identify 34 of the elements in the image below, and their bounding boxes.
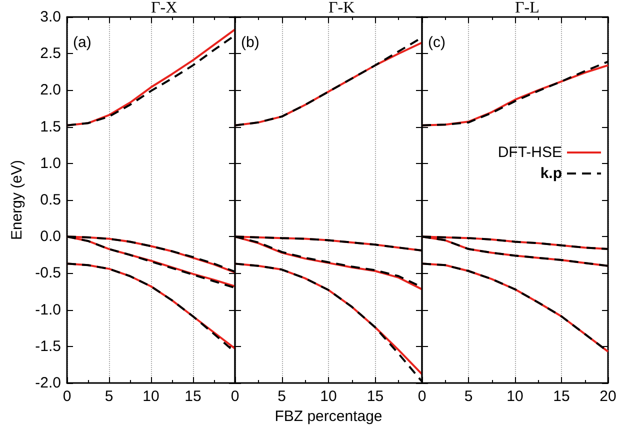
- annotation: (a): [73, 34, 92, 51]
- x-tick-label: 15: [184, 388, 202, 405]
- x-tick-label: 5: [464, 388, 473, 405]
- y-tick-label: 2.0: [40, 82, 61, 99]
- y-tick-label: -1.5: [35, 338, 61, 355]
- x-tick-label: 15: [366, 388, 384, 405]
- x-tick-label: 0: [62, 388, 72, 405]
- x-tick-label: 20: [600, 388, 616, 405]
- y-tick-label: -2.0: [35, 374, 61, 392]
- legend-label: k.p: [540, 165, 562, 182]
- x-tick-label: 10: [506, 388, 524, 405]
- y-tick-label: 3.0: [40, 8, 61, 26]
- y-tick-label: 2.5: [40, 45, 61, 62]
- y-tick-label: 0.0: [40, 228, 61, 246]
- y-tick-label: 1.0: [40, 154, 61, 172]
- x-tick-label: 5: [278, 388, 286, 405]
- x-tick-label: 15: [553, 388, 570, 405]
- y-tick-label: 1.5: [40, 118, 61, 136]
- chart-title: Γ-K: [328, 0, 356, 16]
- y-tick-label: -0.5: [35, 264, 61, 282]
- x-tick-label: 10: [320, 388, 337, 405]
- x-tick-label: 0: [418, 388, 426, 405]
- x-tick-label: 0: [230, 388, 240, 405]
- x-axis-title: FBZ percentage: [274, 408, 382, 425]
- legend-label: DFT-HSE: [498, 144, 562, 161]
- annotation: (b): [241, 34, 260, 51]
- y-tick-label: -1.0: [35, 301, 61, 318]
- x-tick-label: 10: [142, 388, 160, 405]
- annotation: (c): [428, 34, 446, 51]
- chart-title: Γ-X: [150, 0, 178, 16]
- x-tick-label: 5: [104, 388, 114, 405]
- chart-title: Γ-L: [514, 0, 540, 16]
- y-tick-label: 0.5: [40, 192, 61, 208]
- y-axis-title: Energy (eV): [8, 160, 26, 240]
